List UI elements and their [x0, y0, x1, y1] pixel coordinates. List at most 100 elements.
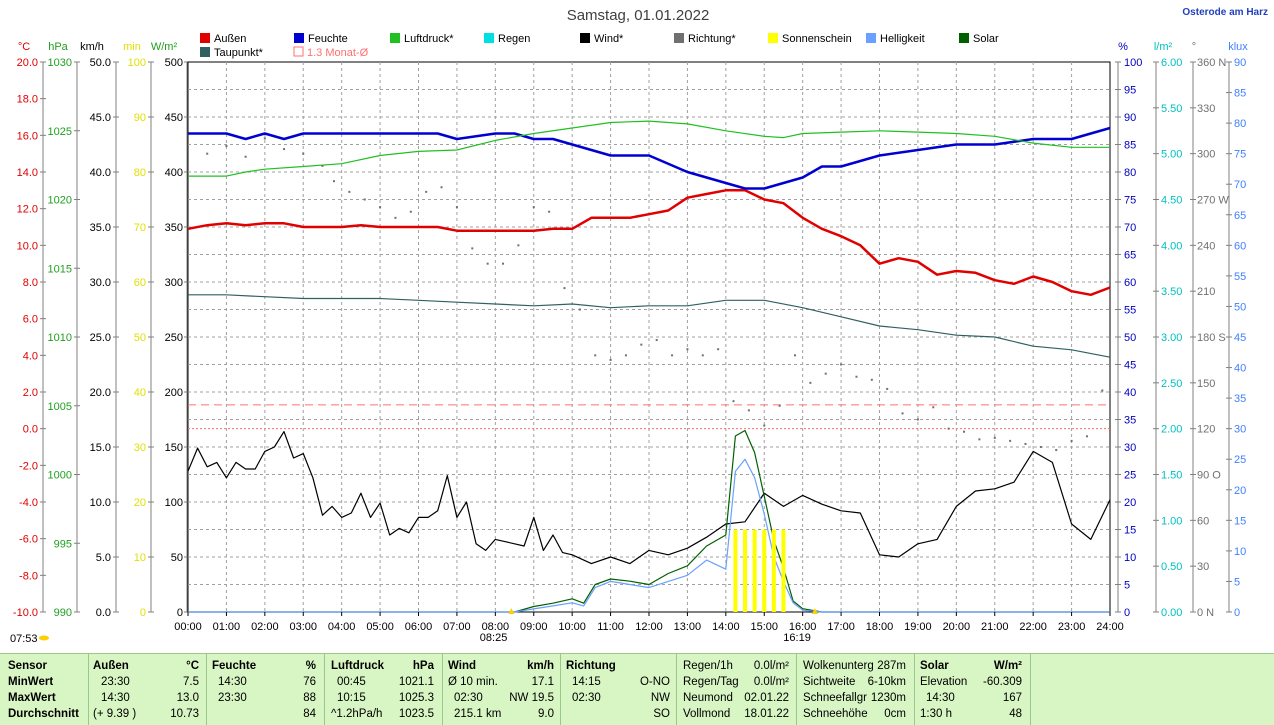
lm2-tick-label: 5.00: [1161, 149, 1182, 161]
hpa-tick-label: 1010: [48, 332, 72, 344]
wm2-tick-label: 350: [165, 222, 183, 234]
hpa-tick-label: 1030: [48, 57, 72, 69]
x-tick-label: 14:00: [712, 621, 740, 633]
feuchte-min-time: 14:30: [218, 676, 247, 688]
direction-point: [244, 155, 247, 158]
pct-tick-label: 50: [1124, 332, 1136, 344]
wm2-tick-label: 150: [165, 442, 183, 454]
pct-tick-label: 95: [1124, 85, 1136, 97]
aussen-header: Außen: [93, 660, 129, 672]
luftdruck-times: Luftdruck 00:45 10:15 ^1.2hPa/h: [331, 658, 401, 722]
x-tick-label: 13:00: [674, 621, 702, 633]
direction-point: [993, 436, 996, 439]
row-label-max: MaxWert: [8, 692, 56, 704]
kmh-tick-label: 10.0: [90, 497, 111, 509]
feuchte-values: % 76 88 84: [282, 658, 316, 722]
wind-avg: 9.0: [538, 708, 554, 720]
klux-tick-label: 85: [1234, 88, 1246, 100]
legend-label-sonnenschein: Sonnenschein: [782, 33, 852, 45]
pct-tick-label: 65: [1124, 250, 1136, 262]
row-label-avg: Durchschnitt: [8, 708, 79, 720]
x-tick-label: 04:00: [328, 621, 356, 633]
x-tick-label: 20:00: [943, 621, 971, 633]
pct-tick-label: 55: [1124, 305, 1136, 317]
temp-tick-label: 20.0: [17, 57, 38, 69]
regen-1h-label: Regen/1h: [683, 660, 733, 672]
schneefallgr: 1230m: [870, 692, 906, 704]
deg-tick-label: 270 W: [1197, 195, 1229, 207]
klux-tick-label: 50: [1234, 301, 1246, 313]
x-tick-label: 06:00: [405, 621, 433, 633]
schneefallgr-label: Schneefallgr: [803, 692, 867, 704]
unit-hpa: hPa: [48, 41, 68, 53]
direction-point: [747, 409, 750, 412]
elevation-label: Elevation: [920, 676, 968, 688]
wind-times: Wind Ø 10 min. 02:30 215.1 km: [448, 658, 508, 722]
wind-max: NW 19.5: [509, 692, 554, 704]
sunshine-bar: [733, 529, 738, 612]
legend-label-taupunkt: Taupunkt*: [214, 47, 264, 59]
unit-deg: °: [1192, 41, 1196, 53]
direction-point: [321, 164, 324, 167]
regen-values: 0.0l/m² 0.0l/m² 02.01.22 18.01.22: [735, 658, 789, 722]
lm2-tick-label: 4.00: [1161, 240, 1182, 252]
direction-point: [363, 198, 366, 201]
moon-icon: [39, 635, 49, 641]
series-auen: [187, 189, 1111, 297]
legend-label-richtung: Richtung*: [688, 33, 736, 45]
min-tick-label: 60: [134, 277, 146, 289]
richtung-min: O-NO: [639, 676, 670, 688]
legend-swatch-feuchte: [294, 33, 304, 43]
x-tick-label: 12:00: [635, 621, 663, 633]
x-tick-label: 01:00: [213, 621, 241, 633]
richtung-max-time: 02:30: [572, 692, 601, 704]
row-label-min: MinWert: [8, 676, 54, 688]
legend-swatch-monat: [293, 46, 304, 57]
hpa-tick-label: 990: [54, 607, 72, 619]
x-tick-label: 15:00: [750, 621, 778, 633]
wm2-tick-label: 200: [165, 387, 183, 399]
direction-point: [793, 354, 796, 357]
wind-10min: 17.1: [531, 676, 554, 688]
unit-klux: klux: [1228, 41, 1248, 53]
wind-max-time: 02:30: [454, 692, 483, 704]
x-tick-label: 24:00: [1096, 621, 1124, 633]
direction-point: [624, 354, 627, 357]
chart-title: Samstag, 01.01.2022: [567, 7, 710, 24]
deg-tick-label: 210: [1197, 286, 1215, 298]
sunshine-bar: [752, 529, 757, 612]
luftdruck-max: 1025.3: [398, 692, 434, 704]
unit-temp: °C: [18, 41, 30, 53]
direction-point: [455, 206, 458, 209]
x-axis: 00:00 01:00 02:00 03:00 04:00 05:00 06:00 07:00…: [10, 608, 1124, 645]
richtung-avg: SO: [653, 708, 670, 720]
pct-tick-label: 75: [1124, 195, 1136, 207]
deg-tick-label: 30: [1197, 561, 1209, 573]
schneehoehe: 0cm: [884, 708, 906, 720]
pct-tick-label: 40: [1124, 387, 1136, 399]
direction-point: [394, 216, 397, 219]
temp-tick-label: -6.0: [19, 534, 38, 546]
luftdruck-min: 1021.1: [398, 676, 434, 688]
temp-tick-label: 18.0: [17, 94, 38, 106]
direction-point: [1039, 446, 1042, 448]
solar-header: Solar: [920, 660, 949, 672]
direction-point: [578, 308, 581, 311]
x-tick-label: 00:00: [174, 621, 202, 633]
deg-tick-label: 60: [1197, 515, 1209, 527]
sunshine-bar: [771, 529, 776, 612]
direction-point: [563, 287, 566, 290]
klux-tick-label: 30: [1234, 424, 1246, 436]
direction-point: [717, 348, 720, 351]
moonrise-label: 07:53: [10, 633, 38, 645]
direction-point: [1085, 435, 1088, 438]
pct-tick-label: 100: [1124, 57, 1142, 69]
legend-swatch-taupunkt: [200, 47, 210, 57]
aussen-times: Außen 23:30 14:30 (+ 9.39 ): [93, 658, 153, 722]
hpa-tick-label: 995: [54, 538, 72, 550]
legend-label-wind: Wind*: [594, 33, 624, 45]
kmh-tick-label: 0.0: [96, 607, 111, 619]
pct-tick-label: 90: [1124, 112, 1136, 124]
temp-tick-label: 10.0: [17, 240, 38, 252]
sunshine-bar: [762, 529, 767, 612]
